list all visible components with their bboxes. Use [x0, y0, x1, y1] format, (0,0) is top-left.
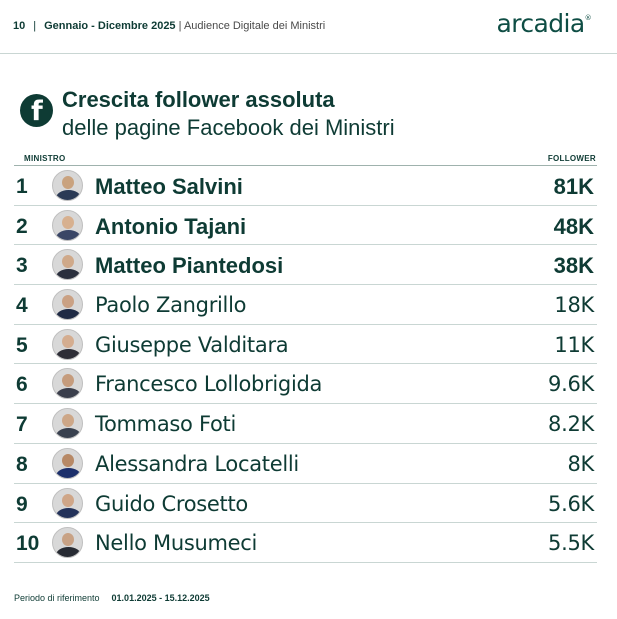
- minister-name: Nello Musumeci: [95, 531, 258, 556]
- rank-number: 7: [16, 413, 28, 437]
- minister-name: Alessandra Locatelli: [95, 451, 299, 476]
- logo-text: arcadia: [496, 9, 586, 38]
- header-separator: |: [33, 20, 37, 32]
- rank-number: 8: [16, 452, 28, 476]
- minister-name: Giuseppe Valditara: [95, 332, 289, 357]
- table-row: 1 Matteo Salvini 81K: [14, 166, 597, 206]
- follower-growth-value: 5.5K: [548, 531, 594, 556]
- header-separator-2: |: [178, 20, 182, 32]
- footer-label: Periodo di riferimento: [14, 593, 100, 603]
- footer-dates: 01.01.2025 - 15.12.2025: [111, 593, 210, 603]
- minister-name: Matteo Piantedosi: [95, 253, 284, 279]
- logo-registered-mark: ®: [584, 14, 592, 22]
- table-header-divider: [14, 165, 597, 166]
- rank-number: 10: [16, 532, 40, 556]
- minister-name: Antonio Tajani: [95, 213, 247, 239]
- table-row: 4 Paolo Zangrillo 18K: [14, 285, 597, 325]
- minister-name: Matteo Salvini: [95, 174, 243, 199]
- minister-avatar: [52, 249, 83, 281]
- minister-name: Paolo Zangrillo: [95, 293, 247, 318]
- section-title: Crescita follower assoluta: [62, 87, 335, 112]
- table-row: 2 Antonio Tajani 48K: [14, 206, 597, 246]
- rank-number: 4: [16, 294, 28, 318]
- rank-number: 3: [16, 254, 28, 278]
- column-header-minister: MINISTRO: [24, 154, 66, 163]
- facebook-glyph: f: [31, 96, 43, 127]
- minister-avatar: [52, 527, 83, 559]
- header-subtitle: Audience Digitale dei Ministri: [183, 20, 326, 32]
- arcadia-logo: arcadia®: [496, 9, 592, 38]
- page-header: 10 | Gennaio - Dicembre 2025 | Audience Di…: [0, 0, 617, 54]
- table-row: 9 Guido Crosetto 5.6K: [14, 484, 597, 524]
- section-subtitle: delle pagine Facebook dei Ministri: [62, 115, 395, 140]
- table-row: 6 Francesco Lollobrigida 9.6K: [14, 364, 597, 405]
- table-row: 3 Matteo Piantedosi 38K: [14, 245, 597, 286]
- follower-growth-value: 9.6K: [548, 372, 594, 397]
- header-period: Gennaio - Dicembre 2025: [44, 20, 176, 32]
- follower-growth-value: 48K: [553, 213, 594, 239]
- follower-growth-value: 38K: [553, 253, 594, 279]
- ranking-table: 1 Matteo Salvini 81K 2 Antonio Tajani 48K 3 Mat…: [14, 166, 597, 563]
- column-header-follower: FOLLOWER: [547, 154, 596, 163]
- rank-number: 5: [16, 333, 28, 357]
- minister-avatar: [52, 328, 83, 360]
- rank-number: 6: [16, 373, 28, 397]
- table-row: 7 Tommaso Foti 8.2K: [14, 404, 597, 444]
- minister-avatar: [52, 408, 83, 440]
- follower-growth-value: 8K: [567, 451, 594, 476]
- facebook-icon: f: [20, 94, 53, 127]
- rank-number: 1: [16, 175, 28, 198]
- follower-growth-value: 5.6K: [548, 491, 594, 516]
- follower-growth-value: 8.2K: [548, 412, 594, 437]
- minister-avatar: [52, 170, 83, 201]
- header-info: 10 | Gennaio - Dicembre 2025 | Audience Di…: [13, 20, 325, 32]
- minister-name: Tommaso Foti: [95, 412, 237, 437]
- minister-name: Guido Crosetto: [95, 491, 248, 516]
- header-divider: [0, 53, 617, 54]
- follower-growth-value: 81K: [553, 174, 594, 199]
- minister-avatar: [52, 447, 83, 479]
- table-row: 8 Alessandra Locatelli 8K: [14, 444, 597, 484]
- follower-growth-value: 18K: [554, 293, 594, 318]
- minister-avatar: [52, 487, 83, 519]
- follower-growth-value: 11K: [554, 332, 594, 357]
- footer: Periodo di riferimento 01.01.2025 - 15.12…: [14, 593, 210, 603]
- minister-avatar: [52, 289, 83, 321]
- minister-avatar: [52, 368, 83, 400]
- rank-number: 2: [16, 214, 28, 238]
- table-row: 5 Giuseppe Valditara 11K: [14, 325, 597, 365]
- table-row: 10 Nello Musumeci 5.5K: [14, 523, 597, 563]
- rank-number: 9: [16, 492, 28, 516]
- minister-name: Francesco Lollobrigida: [95, 372, 323, 397]
- page-number: 10: [13, 20, 26, 32]
- minister-avatar: [52, 209, 83, 241]
